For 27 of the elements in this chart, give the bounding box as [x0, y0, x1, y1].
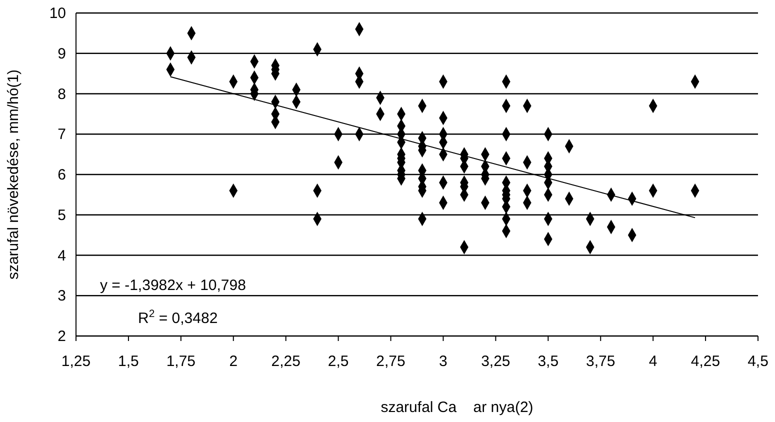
y-tick-label: 9	[58, 45, 66, 62]
x-axis-title: szarufal Ca ar nya(2)	[380, 399, 534, 416]
x-tick-label: 3,25	[481, 353, 510, 370]
y-tick-label: 8	[58, 86, 66, 103]
x-tick-label: 1,25	[61, 353, 91, 370]
x-tick-label: 2,5	[328, 353, 349, 370]
x-tick-label: 1,75	[166, 353, 196, 370]
annotation: R$^{2}$ = 0,3482	[138, 308, 218, 327]
y-tick-label: 7	[58, 126, 66, 144]
y-tick-label: 6	[58, 166, 66, 184]
x-tick-label: 2	[229, 353, 238, 370]
x-tick-label: 4,5	[748, 353, 768, 370]
x-tick-label: 4,25	[690, 353, 720, 370]
y-tick-label: 3	[58, 288, 66, 305]
x-tick-label: 2,75	[376, 353, 406, 370]
y-tick-label: 10	[49, 5, 66, 22]
x-tick-label: 3,75	[586, 353, 616, 370]
y-tick-label: 5	[58, 206, 66, 224]
y-axis-title: szarufal növekedése, mm/hó(1)	[5, 69, 22, 280]
y-tick-label: 4	[58, 247, 66, 264]
x-tick-label: 4	[648, 353, 658, 370]
annotation: y = -1,3982x + 10,798	[100, 277, 246, 294]
x-tick-label: 1,5	[118, 353, 139, 370]
y-tick-label: 2	[58, 328, 66, 345]
x-tick-label: 3,5	[538, 353, 559, 370]
x-tick-label: 3	[439, 353, 448, 370]
x-tick-label: 2,25	[271, 353, 300, 370]
